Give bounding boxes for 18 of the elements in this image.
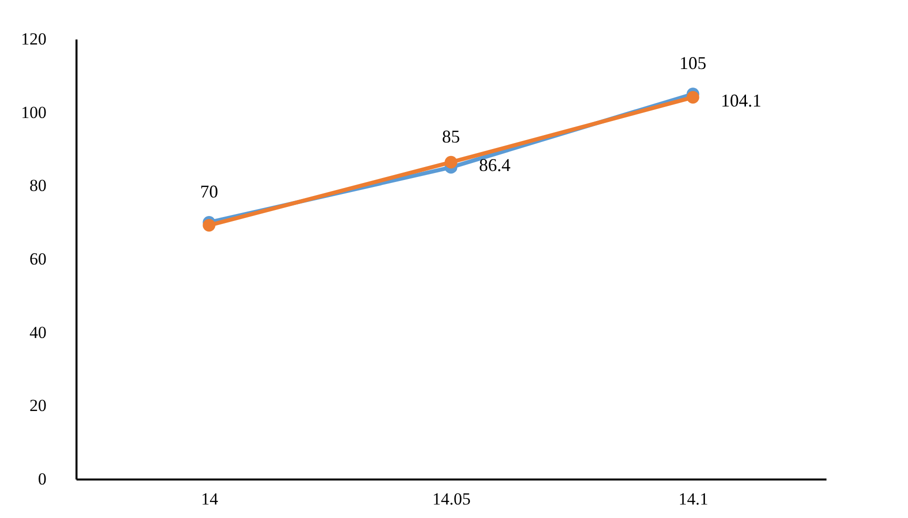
data-label: 85: [442, 126, 460, 146]
point: [202, 218, 216, 232]
data-label: 86.4: [479, 155, 510, 176]
x-tick-label: 14.1: [678, 490, 708, 508]
point: [444, 156, 458, 169]
x-tick-label: 14: [201, 490, 219, 508]
x-tick-label: 14.05: [432, 490, 471, 508]
y-tick-label: 80: [30, 176, 46, 196]
y-tick-label: 20: [30, 396, 46, 416]
data-label: 105: [679, 53, 706, 73]
data-label: 70: [200, 181, 218, 202]
y-tick-label: 40: [30, 322, 46, 342]
y-tick-label: 60: [30, 250, 46, 268]
point: [686, 90, 700, 104]
y-tick-label: 0: [38, 470, 46, 488]
data-label: 104.1: [720, 90, 762, 110]
y-tick-label: 120: [21, 30, 46, 48]
y-tick-label: 100: [21, 102, 46, 122]
